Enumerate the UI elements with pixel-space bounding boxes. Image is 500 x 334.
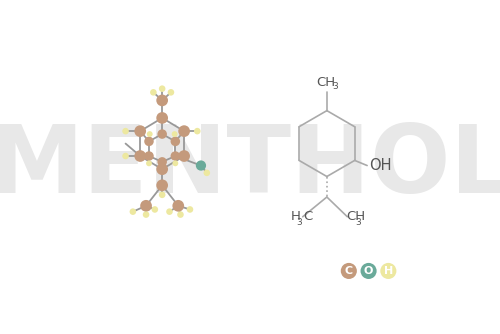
- Text: C: C: [345, 266, 353, 276]
- Circle shape: [140, 200, 152, 212]
- Text: H: H: [384, 266, 393, 276]
- Circle shape: [134, 125, 146, 137]
- Circle shape: [380, 263, 396, 279]
- Circle shape: [178, 125, 190, 137]
- Circle shape: [158, 157, 167, 167]
- Circle shape: [360, 263, 376, 279]
- Circle shape: [156, 163, 168, 175]
- Text: 3: 3: [332, 82, 338, 91]
- Circle shape: [172, 160, 178, 166]
- Circle shape: [147, 131, 152, 137]
- Circle shape: [156, 179, 168, 191]
- Circle shape: [156, 95, 168, 106]
- Circle shape: [186, 206, 194, 213]
- Circle shape: [158, 129, 167, 139]
- Circle shape: [194, 128, 200, 134]
- Text: CH: CH: [346, 209, 366, 222]
- Text: OH: OH: [370, 158, 392, 173]
- Circle shape: [341, 263, 357, 279]
- Circle shape: [168, 89, 174, 96]
- Circle shape: [159, 191, 166, 198]
- Text: MENTHOL: MENTHOL: [0, 121, 500, 213]
- Circle shape: [134, 150, 146, 162]
- Circle shape: [172, 200, 184, 212]
- Circle shape: [143, 211, 150, 218]
- Circle shape: [172, 131, 177, 137]
- Text: O: O: [364, 266, 374, 276]
- Circle shape: [196, 160, 206, 171]
- Text: CH: CH: [316, 76, 336, 89]
- Circle shape: [166, 208, 173, 215]
- Circle shape: [152, 206, 158, 213]
- Circle shape: [204, 170, 210, 176]
- Circle shape: [146, 160, 152, 166]
- Text: H: H: [290, 209, 300, 222]
- Text: 3: 3: [296, 218, 302, 227]
- Circle shape: [130, 208, 136, 215]
- Circle shape: [159, 86, 166, 92]
- Text: 3: 3: [356, 218, 361, 227]
- Circle shape: [177, 211, 184, 218]
- Circle shape: [156, 112, 168, 124]
- Circle shape: [150, 89, 156, 96]
- Circle shape: [178, 150, 190, 162]
- Circle shape: [122, 153, 129, 159]
- Circle shape: [122, 128, 129, 134]
- Circle shape: [144, 137, 154, 146]
- Text: C: C: [304, 209, 312, 222]
- Circle shape: [144, 151, 154, 161]
- Circle shape: [170, 151, 180, 161]
- Circle shape: [170, 137, 180, 146]
